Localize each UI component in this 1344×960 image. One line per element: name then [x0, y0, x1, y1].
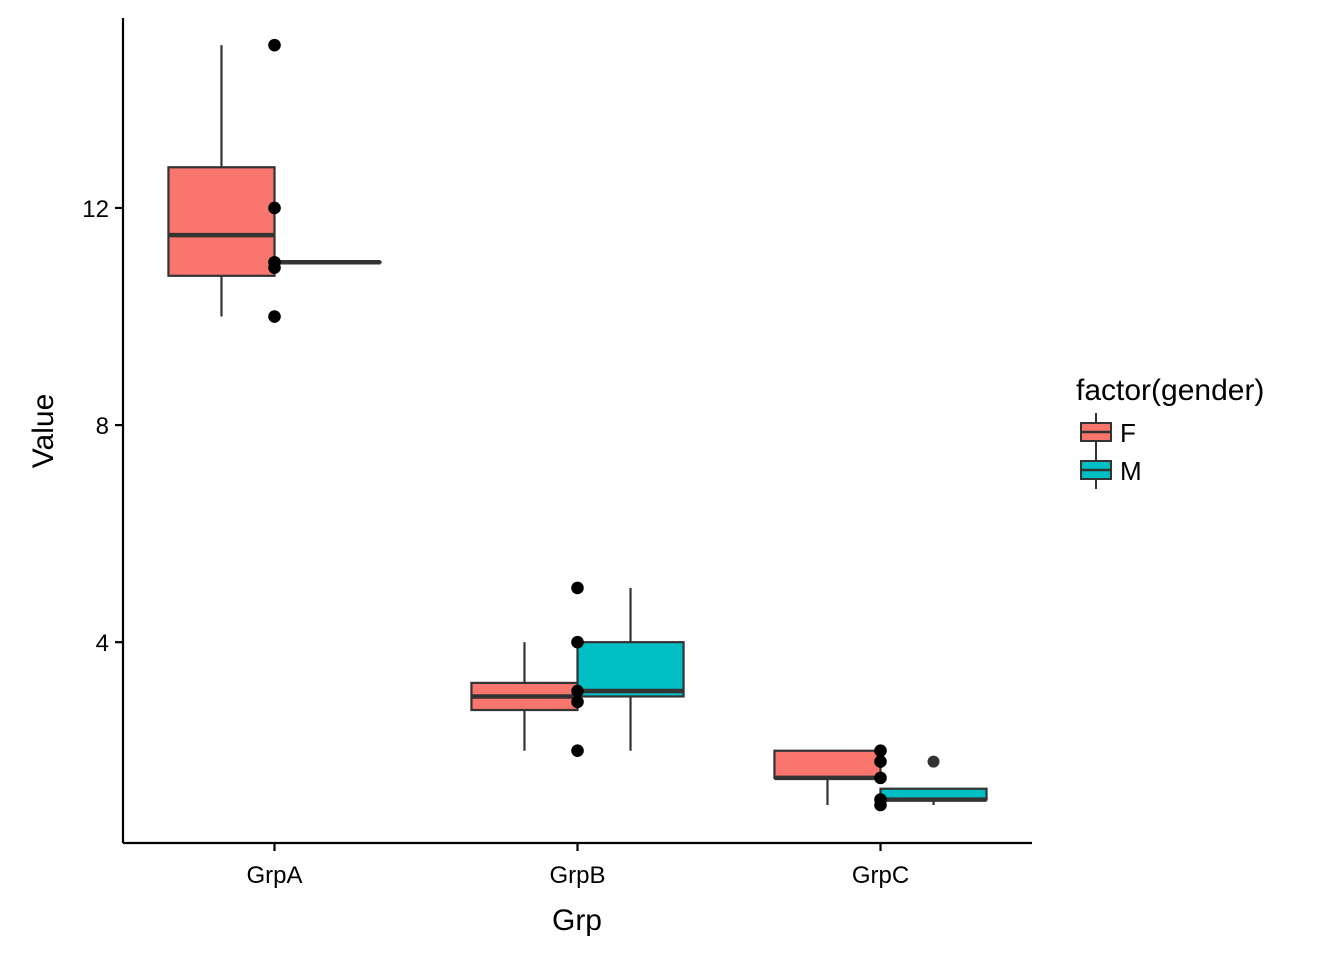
data-point	[874, 771, 887, 785]
box-F-GrpC	[773, 749, 882, 806]
tick-marks: 4 8 12 GrpA GrpB GrpC	[82, 196, 909, 889]
outlier-point	[927, 755, 940, 768]
legend-label: M	[1120, 456, 1142, 486]
y-tick-label: 4	[96, 630, 109, 657]
legend-label: F	[1120, 418, 1136, 448]
x-axis-title: Grp	[552, 904, 602, 937]
box-M-GrpC	[879, 755, 988, 806]
data-point	[268, 261, 281, 274]
legend-title: factor(gender)	[1076, 374, 1264, 407]
data-point	[268, 310, 281, 323]
axes	[121, 18, 1032, 845]
x-tick-label: GrpA	[246, 862, 302, 889]
box-body	[773, 749, 882, 779]
box-F-GrpA	[167, 45, 276, 317]
legend-item-M: M	[1080, 451, 1142, 489]
box-body	[576, 641, 685, 698]
plot-area	[167, 38, 988, 812]
data-point	[571, 581, 584, 595]
data-point	[571, 744, 584, 758]
data-point	[268, 201, 281, 215]
data-point	[874, 744, 887, 758]
legend: factor(gender) FM	[1076, 374, 1264, 489]
data-point	[874, 755, 887, 768]
data-point	[571, 684, 584, 698]
x-tick-label: GrpC	[852, 862, 909, 889]
box-M-GrpB	[576, 587, 685, 751]
y-axis-title: Value	[27, 394, 60, 469]
legend-item-F: F	[1080, 413, 1136, 451]
data-point	[874, 798, 887, 812]
data-point	[268, 38, 281, 52]
box-F-GrpB	[470, 642, 579, 751]
data-point	[571, 695, 584, 709]
y-tick-label: 8	[96, 413, 109, 440]
data-point	[571, 635, 584, 649]
y-tick-label: 12	[82, 196, 109, 223]
x-tick-label: GrpB	[549, 862, 605, 889]
box-body	[167, 166, 276, 277]
